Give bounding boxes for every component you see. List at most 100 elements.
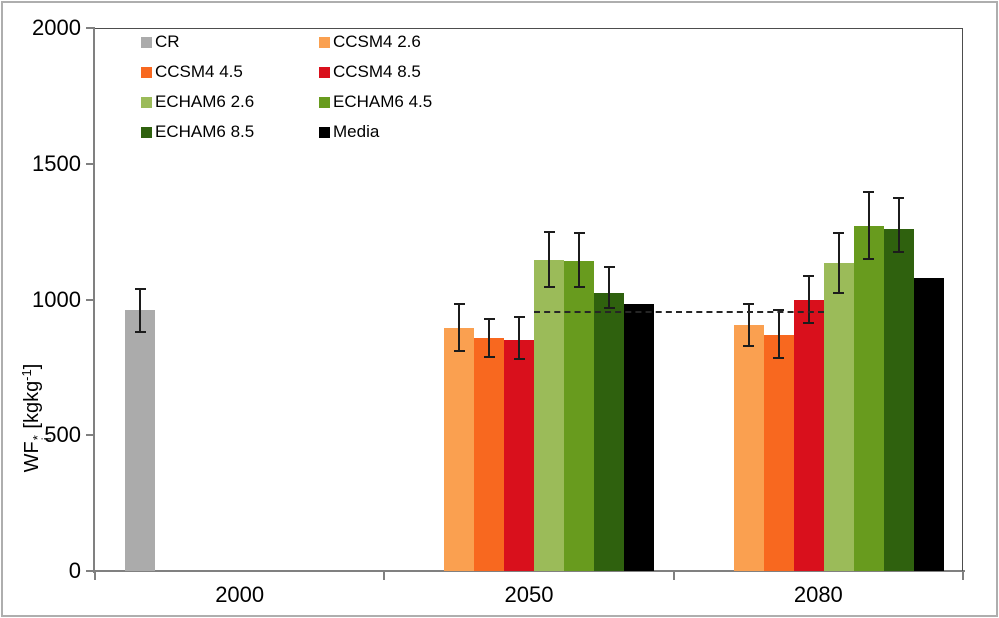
error-bar-cap-top bbox=[803, 275, 815, 278]
x-axis-tick bbox=[383, 572, 386, 580]
bar-echam6-8-5-2050 bbox=[594, 292, 625, 571]
bar-ccsm4-2-6-2080 bbox=[733, 325, 764, 571]
legend-label-echam6-2-6: ECHAM6 2.6 bbox=[155, 92, 255, 111]
legend-swatch-ccsm4-4-5 bbox=[141, 66, 152, 78]
error-bar-cap-top bbox=[863, 191, 875, 194]
error-bar-cap-top bbox=[743, 302, 755, 305]
legend-swatch-ccsm4-2-6 bbox=[319, 36, 330, 48]
y-axis-unit-exponent: -1 bbox=[19, 369, 34, 381]
error-bar-cap-bottom bbox=[863, 257, 875, 260]
legend-item-ccsm4-8-5: CCSM4 8.5 bbox=[319, 62, 432, 82]
error-bar-cap-bottom bbox=[543, 286, 555, 289]
bar-ccsm4-8-5-2080 bbox=[793, 299, 824, 571]
error-bar-cr-2000 bbox=[139, 288, 141, 333]
y-axis-tick bbox=[86, 434, 95, 437]
legend-swatch-cr bbox=[141, 36, 152, 48]
error-bar-cap-bottom bbox=[603, 306, 615, 309]
legend-swatch-ccsm4-8-5 bbox=[319, 66, 330, 78]
error-bar-cap-top bbox=[603, 265, 615, 268]
legend-label-echam6-8-5: ECHAM6 8.5 bbox=[155, 122, 255, 141]
bar-ccsm4-4-5-2080 bbox=[763, 334, 794, 571]
x-axis-line bbox=[93, 570, 965, 572]
legend-label-media: Media bbox=[333, 122, 380, 141]
bar-ccsm4-8-5-2050 bbox=[504, 340, 535, 571]
bar-echam6-4-5-2080 bbox=[853, 226, 884, 571]
legend-label-ccsm4-4-5: CCSM4 4.5 bbox=[155, 62, 243, 81]
legend-item-echam6-4-5: ECHAM6 4.5 bbox=[319, 92, 432, 112]
legend-label-ccsm4-8-5: CCSM4 8.5 bbox=[333, 62, 421, 81]
y-axis-tick-label: 500 bbox=[44, 422, 81, 448]
bar-media-2080 bbox=[913, 277, 944, 571]
legend-swatch-echam6-8-5 bbox=[141, 126, 152, 138]
legend-label-cr: CR bbox=[155, 32, 180, 51]
error-bar-cap-top bbox=[573, 231, 585, 234]
error-bar-ccsm4-4-5-2080 bbox=[777, 310, 780, 358]
bar-media-2050 bbox=[624, 303, 655, 571]
y-axis-tick-label: 1500 bbox=[32, 150, 81, 176]
bar-echam6-2-6-2050 bbox=[534, 260, 565, 571]
error-bar-ccsm4-4-5-2050 bbox=[488, 318, 491, 357]
legend-item-cr: CR bbox=[141, 32, 319, 52]
error-bar-cap-bottom bbox=[893, 250, 905, 253]
error-bar-cap-bottom bbox=[803, 321, 815, 324]
error-bar-cap-bottom bbox=[453, 350, 465, 353]
x-axis-tick bbox=[672, 572, 675, 580]
y-axis-tick-label: 1000 bbox=[32, 286, 81, 312]
error-bar-cap-bottom bbox=[573, 286, 585, 289]
error-bar-ccsm4-2-6-2050 bbox=[458, 303, 461, 352]
error-bar-ccsm4-8-5-2080 bbox=[807, 276, 810, 323]
bar-cr-2000 bbox=[125, 310, 155, 571]
error-bar-cap-bottom bbox=[743, 344, 755, 347]
legend-item-media: Media bbox=[319, 122, 432, 142]
bar-echam6-4-5-2050 bbox=[564, 261, 595, 571]
error-bar-cap-top bbox=[483, 317, 495, 320]
error-bar-ccsm4-8-5-2050 bbox=[518, 317, 521, 360]
error-bar-cap-top bbox=[513, 316, 525, 319]
legend-label-echam6-4-5: ECHAM6 4.5 bbox=[333, 92, 433, 111]
bar-ccsm4-4-5-2050 bbox=[474, 337, 505, 571]
error-bar-cap-top bbox=[773, 309, 785, 312]
error-bar-cap-top bbox=[893, 196, 905, 199]
y-axis-tick-label: 2000 bbox=[32, 15, 81, 40]
legend-swatch-echam6-4-5 bbox=[319, 96, 330, 108]
legend-item-ccsm4-2-6: CCSM4 2.6 bbox=[319, 32, 432, 52]
error-bar-cap-bottom bbox=[483, 355, 495, 358]
bar-echam6-8-5-2080 bbox=[883, 228, 914, 571]
error-bar-echam6-4-5-2050 bbox=[578, 232, 581, 288]
error-bar-echam6-2-6-2050 bbox=[548, 231, 551, 288]
x-axis-category-label: 2050 bbox=[504, 582, 554, 607]
x-axis-tick bbox=[94, 572, 96, 580]
reference-dashed-line bbox=[534, 310, 824, 313]
x-axis-category-label: 2000 bbox=[215, 582, 265, 607]
plot-area: 0 500 1000 1500 2000 2000 2050 2080 bbox=[32, 15, 965, 607]
error-bar-cap-bottom bbox=[833, 291, 845, 294]
y-axis-title: WF * i [kgkg-1] bbox=[14, 288, 54, 548]
error-bar-echam6-4-5-2080 bbox=[867, 192, 870, 259]
x-axis-tick bbox=[962, 572, 964, 580]
bar-echam6-2-6-2080 bbox=[823, 262, 854, 571]
legend-item-echam6-8-5: ECHAM6 8.5 bbox=[141, 122, 319, 142]
y-axis-tick bbox=[86, 570, 95, 572]
legend-item-echam6-2-6: ECHAM6 2.6 bbox=[141, 92, 319, 112]
y-axis-line bbox=[93, 28, 95, 573]
y-axis-tick bbox=[86, 162, 95, 165]
error-bar-cap-bottom bbox=[513, 358, 525, 361]
x-axis-category-label: 2080 bbox=[793, 582, 843, 607]
y-axis-tick-label: 0 bbox=[68, 558, 81, 583]
chart-legend: CR CCSM4 2.6 CCSM4 4.5 CCSM4 8.5 ECHAM6 2.6 E… bbox=[141, 27, 432, 147]
legend-item-ccsm4-4-5: CCSM4 4.5 bbox=[141, 62, 319, 82]
error-bar-echam6-8-5-2080 bbox=[897, 197, 900, 252]
legend-label-ccsm4-2-6: CCSM4 2.6 bbox=[333, 32, 421, 51]
error-bar-cap-bottom bbox=[773, 356, 785, 359]
error-bar-cap-top bbox=[543, 230, 555, 233]
y-axis-tick bbox=[86, 27, 95, 29]
y-axis-unit-close: ] bbox=[21, 363, 43, 370]
error-bar-ccsm4-2-6-2080 bbox=[747, 303, 750, 346]
legend-swatch-echam6-2-6 bbox=[141, 96, 152, 108]
legend-swatch-media bbox=[319, 126, 330, 138]
error-bar-echam6-2-6-2080 bbox=[837, 232, 840, 293]
error-bar-echam6-8-5-2050 bbox=[608, 266, 611, 308]
error-bar-cap-top bbox=[453, 302, 465, 305]
bar-ccsm4-2-6-2050 bbox=[444, 328, 475, 571]
